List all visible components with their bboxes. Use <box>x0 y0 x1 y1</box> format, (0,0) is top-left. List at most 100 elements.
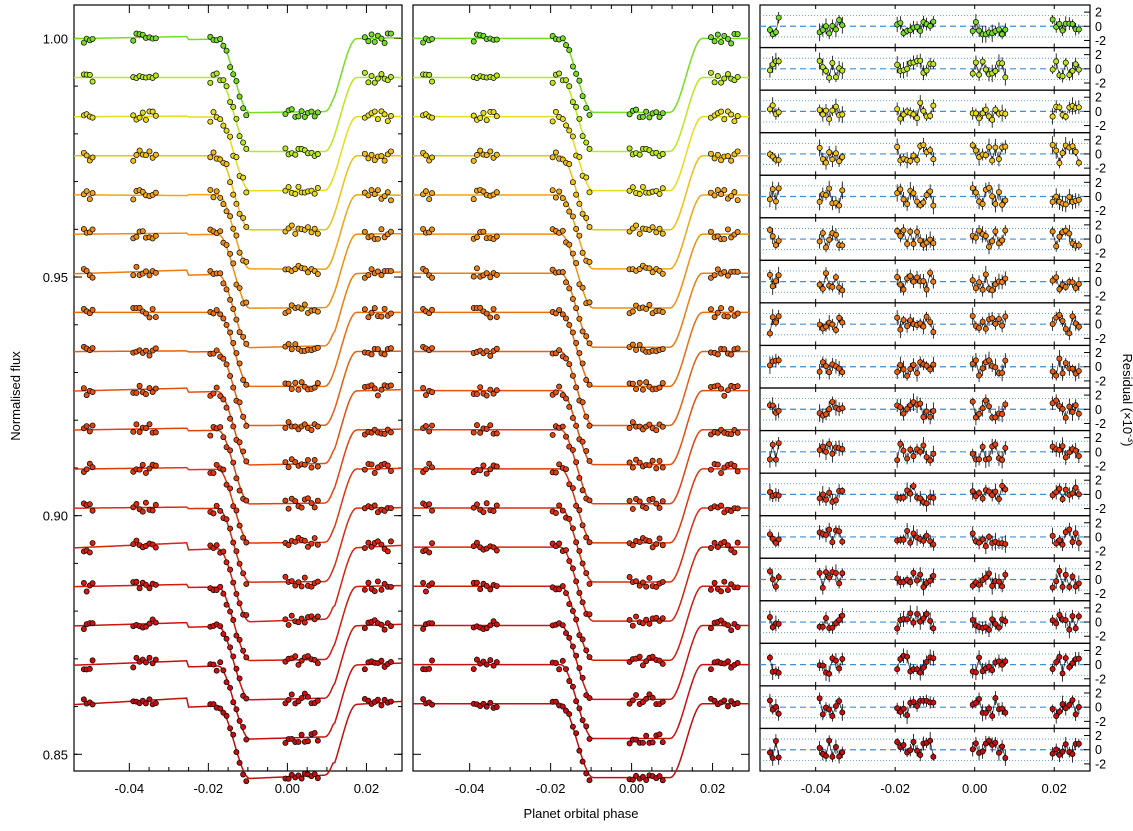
residual-point <box>904 455 911 462</box>
residual-point <box>914 577 921 584</box>
raw-data-point <box>133 152 140 158</box>
raw-data-point <box>220 466 227 473</box>
corrected-data-point <box>656 384 663 391</box>
residual-point <box>775 754 782 761</box>
residual-point <box>1059 27 1066 34</box>
corrected-data-point <box>731 189 738 196</box>
raw-data-point <box>285 341 292 348</box>
corrected-data-point <box>563 547 569 553</box>
corrected-data-point <box>708 69 714 76</box>
corrected-data-point <box>633 692 640 698</box>
residual-point <box>1053 147 1060 154</box>
corrected-data-point <box>626 187 633 194</box>
corrected-data-point <box>420 385 427 391</box>
corrected-data-point <box>711 314 718 321</box>
residual-point <box>766 26 773 33</box>
residual-point <box>1056 286 1063 293</box>
raw-data-point <box>139 109 146 116</box>
residual-point <box>910 240 917 247</box>
residual-point <box>826 440 833 447</box>
raw-data-point <box>227 725 234 732</box>
raw-panel-xtick-label: 0.02 <box>354 781 379 796</box>
residual-point <box>930 699 937 706</box>
corrected-data-point <box>731 118 738 125</box>
raw-data-point <box>142 391 149 398</box>
residual-point <box>927 269 934 276</box>
corrected-data-point <box>483 661 490 668</box>
raw-data-point <box>371 502 378 509</box>
residual-point <box>989 616 996 623</box>
residual-point <box>982 233 989 239</box>
residual-point <box>816 238 823 245</box>
residual-point <box>816 144 823 151</box>
raw-data-point <box>384 548 391 555</box>
raw-data-point <box>301 461 308 468</box>
raw-data-point <box>230 306 237 312</box>
residual-point <box>1002 74 1009 81</box>
residual-point <box>982 709 989 716</box>
raw-data-point <box>282 740 289 746</box>
raw-data-point <box>233 350 240 357</box>
residual-ytick-label: 0 <box>1095 743 1102 757</box>
corrected-data-point <box>659 309 666 315</box>
residual-point <box>1062 705 1069 712</box>
residual-point <box>1075 26 1082 33</box>
corrected-data-point <box>487 699 494 706</box>
residual-point <box>766 531 773 538</box>
raw-data-point <box>142 499 149 506</box>
residual-ytick-label: -2 <box>1095 332 1106 346</box>
residual-point <box>816 281 823 288</box>
corrected-data-point <box>573 191 580 198</box>
corrected-data-point <box>566 127 573 134</box>
residual-point <box>969 488 976 495</box>
residual-ytick-label: 2 <box>1095 559 1102 573</box>
residual-point <box>917 99 924 106</box>
corrected-data-point <box>552 660 559 666</box>
raw-data-point <box>292 230 299 237</box>
corrected-data-point <box>659 578 666 585</box>
residual-point <box>1062 486 1069 493</box>
residual-point <box>982 325 989 332</box>
residual-point <box>766 330 773 337</box>
raw-data-point <box>142 268 149 275</box>
raw-data-point <box>89 657 96 664</box>
residual-point <box>920 142 927 148</box>
corrected-data-point <box>569 372 576 379</box>
residual-point <box>829 753 836 760</box>
residual-point <box>816 695 823 702</box>
corrected-data-point <box>573 459 580 466</box>
raw-data-point <box>387 429 394 436</box>
raw-model-line <box>73 193 403 270</box>
raw-data-point <box>220 77 227 83</box>
raw-data-point <box>233 665 240 672</box>
residual-point <box>775 536 782 543</box>
raw-data-point <box>236 636 243 643</box>
residual-ytick-label: -2 <box>1095 289 1106 303</box>
residual-point <box>832 327 839 334</box>
corrected-data-point <box>483 270 490 277</box>
corrected-data-point <box>659 542 666 549</box>
residual-point <box>819 285 826 292</box>
raw-data-point <box>295 661 302 668</box>
corrected-data-point <box>583 377 590 383</box>
corrected-data-point <box>636 498 643 505</box>
corrected-data-point <box>626 145 633 152</box>
residual-point <box>819 443 826 450</box>
raw-data-point <box>243 340 250 347</box>
corrected-data-point <box>718 385 725 392</box>
residual-point <box>1056 708 1063 715</box>
raw-data-point <box>233 632 240 639</box>
residual-point <box>989 583 996 589</box>
residual-point <box>969 185 976 192</box>
residual-point <box>832 274 839 281</box>
residual-point <box>823 448 829 455</box>
residual-subpanel: -202 <box>759 727 1106 772</box>
residual-subpanel: -202 <box>759 302 1106 347</box>
corrected-data-point <box>566 403 573 410</box>
raw-data-point <box>243 458 250 465</box>
raw-data-point <box>288 106 295 113</box>
raw-data-point <box>295 619 302 626</box>
residual-point <box>907 317 914 324</box>
residual-point <box>927 617 934 624</box>
residual-point <box>1075 655 1082 662</box>
